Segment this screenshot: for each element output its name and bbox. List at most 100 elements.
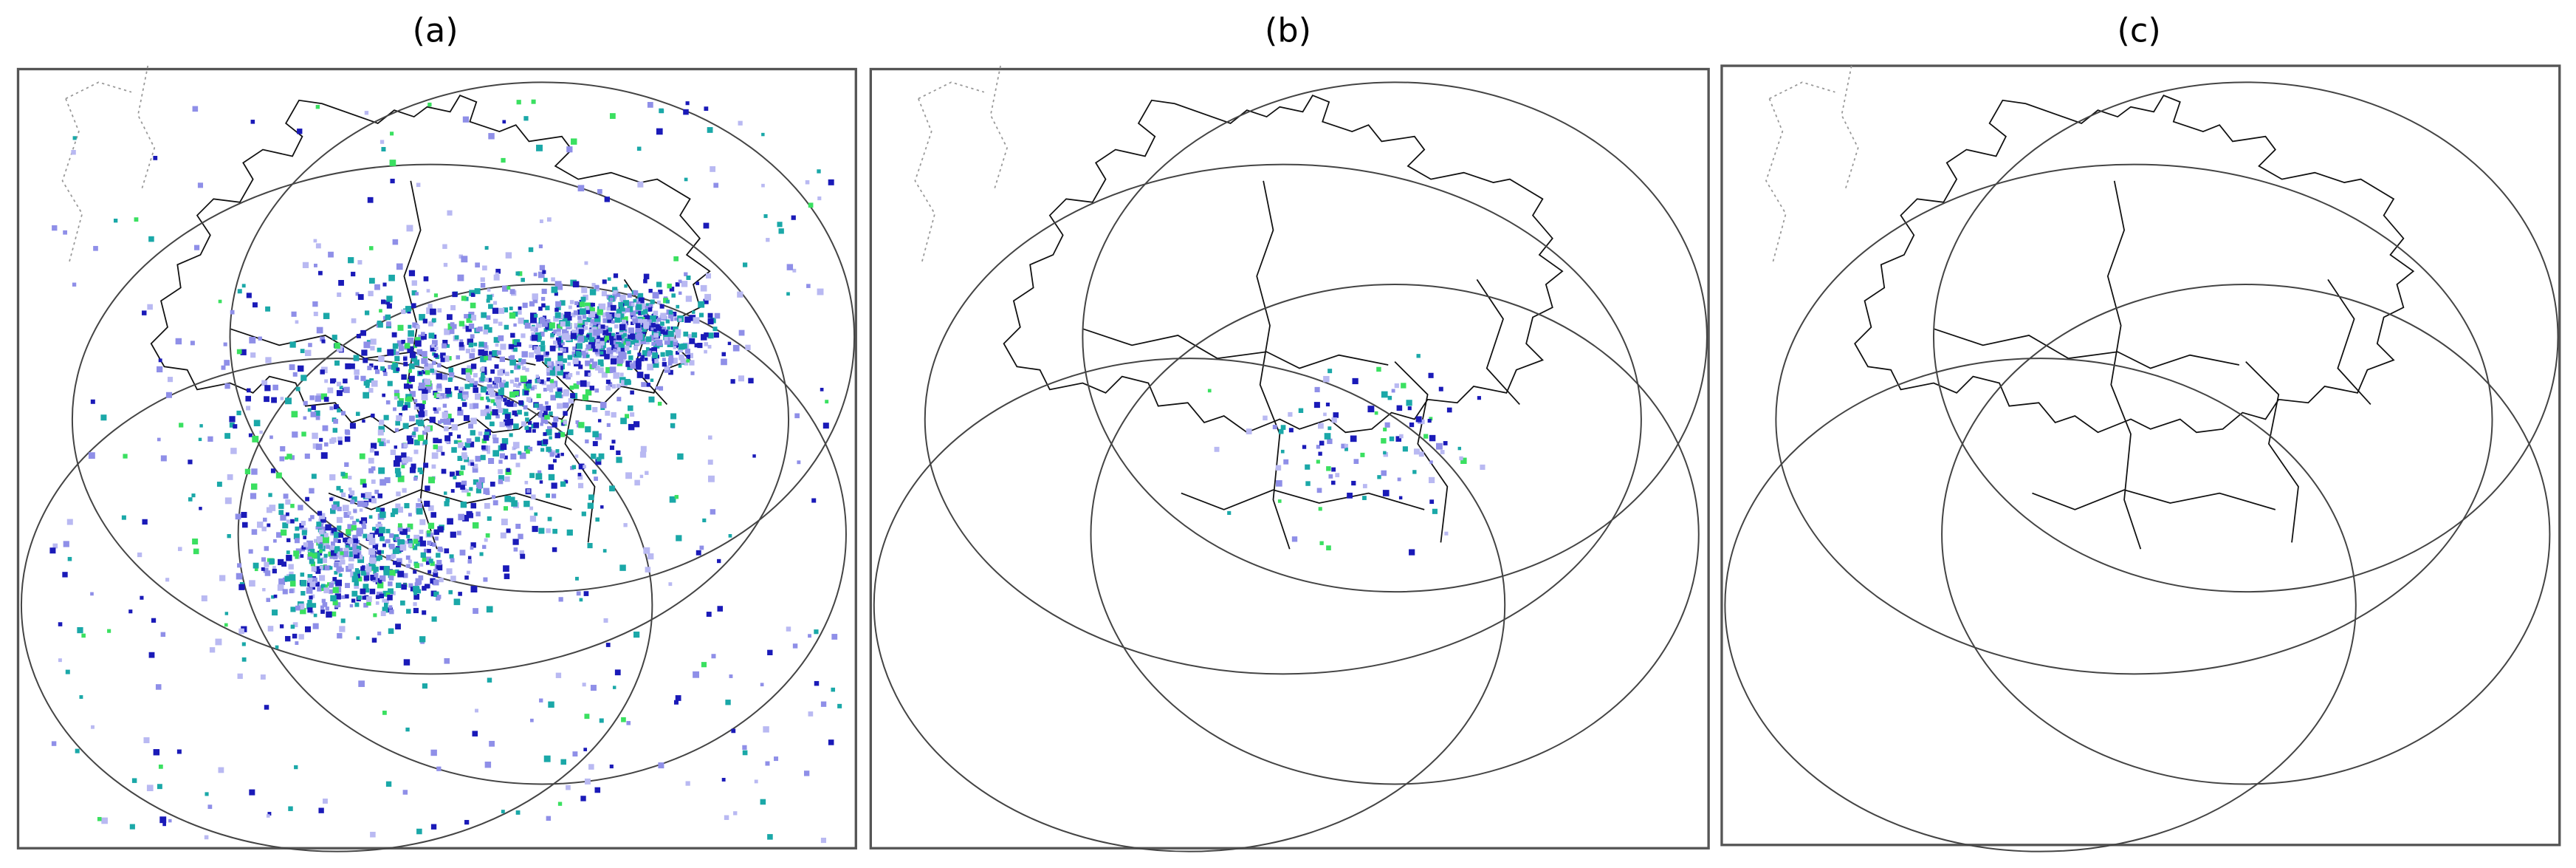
- echo-dot: [594, 388, 600, 393]
- echo-dot: [475, 393, 481, 400]
- echo-dot: [190, 341, 195, 346]
- echo-dot: [434, 536, 439, 541]
- echo-dot: [418, 414, 424, 420]
- echo-dot: [407, 438, 414, 445]
- echo-dot: [481, 372, 485, 377]
- echo-dot: [510, 369, 514, 374]
- echo-dot: [310, 515, 315, 519]
- echo-dot: [289, 574, 296, 581]
- echo-dot: [409, 467, 416, 474]
- echo-dot: [578, 329, 584, 335]
- echo-dot: [546, 367, 552, 373]
- echo-dot: [534, 512, 538, 516]
- echo-dot: [393, 407, 396, 411]
- echo-dot: [584, 321, 588, 326]
- echo-dot: [539, 480, 543, 484]
- echo-dot: [539, 219, 543, 224]
- echo-dot: [1443, 441, 1448, 445]
- echo-dot: [337, 440, 343, 445]
- echo-dot: [160, 632, 166, 638]
- echo-dot: [374, 369, 380, 375]
- echo-dot: [669, 287, 675, 292]
- echo-dot: [1325, 403, 1330, 407]
- echo-dot: [568, 397, 574, 404]
- echo-dot: [221, 365, 226, 370]
- echo-dot: [516, 100, 521, 105]
- echo-dot: [266, 598, 271, 602]
- echo-dot: [713, 182, 719, 188]
- echo-dot: [653, 361, 659, 368]
- echo-dot: [523, 319, 529, 325]
- echo-dot: [678, 291, 682, 295]
- echo-dot: [484, 324, 490, 330]
- echo-dot: [501, 285, 509, 292]
- echo-dot: [518, 317, 525, 324]
- echo-dot: [662, 358, 666, 362]
- echo-dot: [265, 357, 272, 363]
- echo-dot: [673, 340, 679, 346]
- echo-dot: [428, 332, 435, 339]
- echo-dot: [523, 405, 528, 410]
- echo-dot: [421, 351, 427, 358]
- echo-dot: [1353, 459, 1359, 464]
- echo-dot: [236, 349, 242, 355]
- echo-dot: [642, 327, 648, 332]
- echo-dot: [468, 423, 474, 429]
- echo-dot: [193, 548, 199, 555]
- echo-dot: [589, 358, 594, 363]
- echo-dot: [466, 316, 473, 324]
- echo-dot: [489, 740, 495, 747]
- echo-dot: [1381, 470, 1387, 476]
- echo-dot: [475, 488, 481, 493]
- echo-dot: [325, 524, 332, 531]
- echo-dot: [650, 299, 655, 304]
- echo-dot: [357, 500, 363, 507]
- echo-dot: [363, 379, 370, 386]
- echo-dot: [514, 391, 519, 396]
- echo-dot: [685, 781, 690, 786]
- echo-dot: [553, 315, 559, 322]
- echo-dot: [549, 379, 554, 383]
- echo-dot: [521, 366, 526, 370]
- echo-dot: [383, 414, 389, 420]
- echo-dot: [199, 424, 203, 428]
- echo-dot: [286, 519, 291, 524]
- echo-dot: [539, 331, 545, 337]
- echo-dot: [419, 540, 426, 547]
- echo-dot: [345, 539, 350, 544]
- echo-dot: [291, 311, 297, 317]
- echo-dot: [546, 319, 551, 324]
- echo-dot: [262, 587, 266, 592]
- echo-dot: [436, 445, 443, 452]
- echo-dot: [1384, 422, 1390, 428]
- echo-dot: [631, 302, 635, 307]
- echo-dot: [279, 456, 285, 462]
- echo-dot: [648, 396, 655, 403]
- echo-dot: [612, 287, 618, 293]
- echo-dot: [551, 482, 557, 489]
- echo-dot: [359, 453, 365, 459]
- echo-dot: [808, 711, 814, 717]
- echo-dot: [418, 382, 425, 389]
- echo-dot: [382, 543, 386, 547]
- echo-dot: [338, 573, 343, 577]
- echo-dot: [481, 342, 487, 348]
- echo-dot: [430, 308, 436, 315]
- echo-dot: [618, 301, 623, 307]
- echo-dot: [513, 347, 518, 352]
- echo-dot: [324, 442, 329, 447]
- echo-dot: [480, 376, 486, 382]
- echo-dot: [627, 350, 631, 355]
- echo-dot: [803, 770, 810, 776]
- echo-dot: [1409, 422, 1415, 428]
- echo-dot: [340, 551, 344, 556]
- echo-dot: [470, 348, 475, 353]
- echo-dot: [428, 558, 433, 564]
- echo-dot: [415, 340, 422, 347]
- echo-dot: [403, 357, 408, 361]
- echo-dot: [323, 533, 329, 538]
- echo-dot: [63, 541, 69, 547]
- echo-dot: [165, 392, 172, 398]
- echo-dot: [236, 410, 241, 416]
- echo-dot: [509, 379, 515, 384]
